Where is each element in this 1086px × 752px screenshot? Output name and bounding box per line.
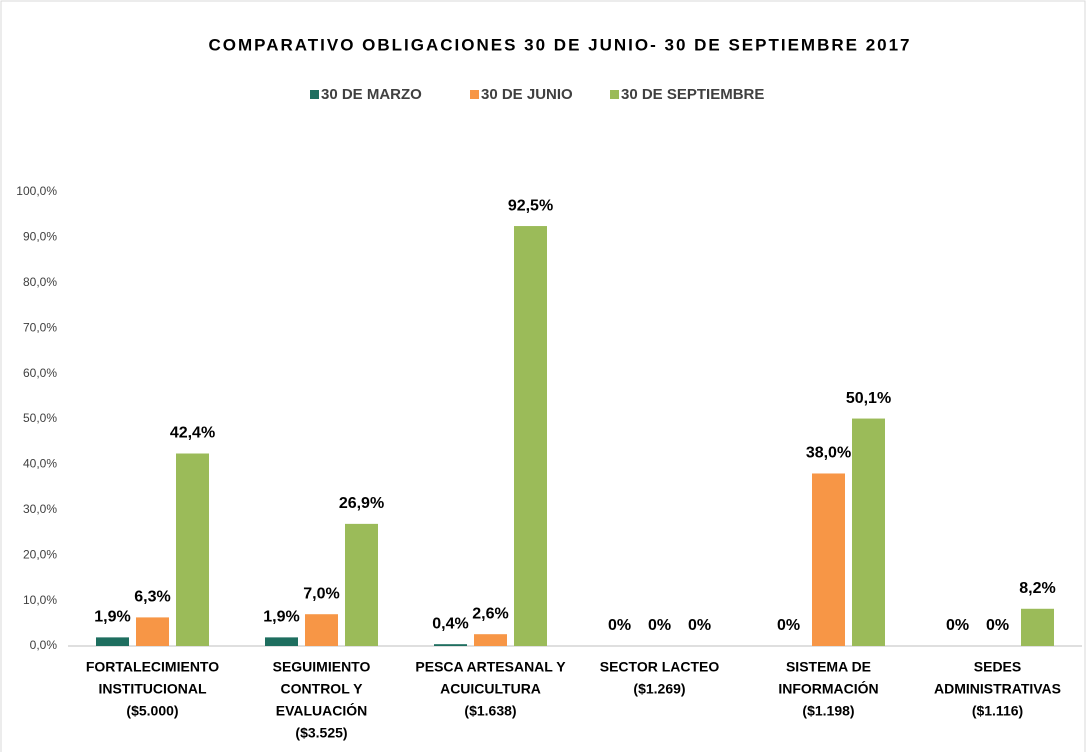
y-tick-label: 30,0% [23,502,57,516]
legend-label: 30 DE JUNIO [481,86,573,103]
x-tick-label: SISTEMA DE [786,659,871,675]
legend-label: 30 DE SEPTIEMBRE [621,86,764,103]
x-tick-label: INFORMACIÓN [778,680,878,697]
y-tick-label: 70,0% [23,320,57,334]
y-tick-label: 50,0% [23,411,57,425]
y-tick-label: 20,0% [23,547,57,561]
data-label: 7,0% [303,585,339,602]
bar [176,453,209,646]
bar [1021,608,1054,646]
legend-marker [610,90,619,99]
x-tick-label: SECTOR LACTEO [600,659,720,675]
x-tick-label: CONTROL Y [281,681,364,697]
y-tick-label: 90,0% [23,230,57,244]
data-label: 0% [608,617,631,634]
data-label: 1,9% [263,609,299,626]
bar [96,637,129,646]
data-label: 38,0% [806,445,851,462]
bar [265,637,298,646]
x-tick-label: FORTALECIMIENTO [86,659,219,675]
x-tick-label: ($1.269) [633,681,685,697]
x-tick-label: INSTITUCIONAL [98,681,207,697]
bar [474,634,507,646]
x-tick-label: ($1.638) [464,703,516,719]
x-tick-label: ($3.525) [295,725,347,741]
x-tick-label: ($1.198) [802,703,854,719]
data-label: 6,3% [134,589,170,606]
bar [305,614,338,646]
x-tick-label: ($1.116) [972,703,1023,719]
bar [812,473,845,646]
data-label: 1,9% [94,609,130,626]
data-label: 0% [648,617,671,634]
y-tick-label: 0,0% [30,638,58,652]
chart-title: COMPARATIVO OBLIGACIONES 30 DE JUNIO- 30… [208,35,911,54]
legend-marker [470,90,479,99]
data-label: 92,5% [508,197,553,214]
y-tick-label: 100,0% [16,184,57,198]
data-label: 0% [946,617,969,634]
data-label: 0% [986,617,1009,634]
data-label: 0% [777,617,800,634]
bar [136,617,169,646]
x-tick-label: ADMINISTRATIVAS [934,681,1061,697]
data-label: 0% [688,617,711,634]
data-label: 8,2% [1019,580,1055,597]
x-tick-label: SEDES [974,659,1021,675]
bar [345,523,378,646]
x-tick-label: ($5.000) [126,703,178,719]
data-label: 0,4% [432,615,468,632]
x-tick-label: SEGUIMIENTO [273,659,371,675]
x-tick-label: EVALUACIÓN [276,702,368,719]
x-tick-label: PESCA ARTESANAL Y [415,659,566,675]
x-tick-label: ACUICULTURA [440,681,541,697]
data-label: 2,6% [472,605,508,622]
legend-marker [310,90,319,99]
data-label: 50,1% [846,390,891,407]
bar [852,418,885,646]
y-tick-label: 60,0% [23,366,57,380]
bar [514,226,547,647]
y-tick-label: 40,0% [23,457,57,471]
y-tick-label: 10,0% [23,593,57,607]
data-label: 42,4% [170,425,215,442]
data-label: 26,9% [339,495,384,512]
y-tick-label: 80,0% [23,275,57,289]
bar [434,644,467,646]
legend-label: 30 DE MARZO [321,86,422,103]
